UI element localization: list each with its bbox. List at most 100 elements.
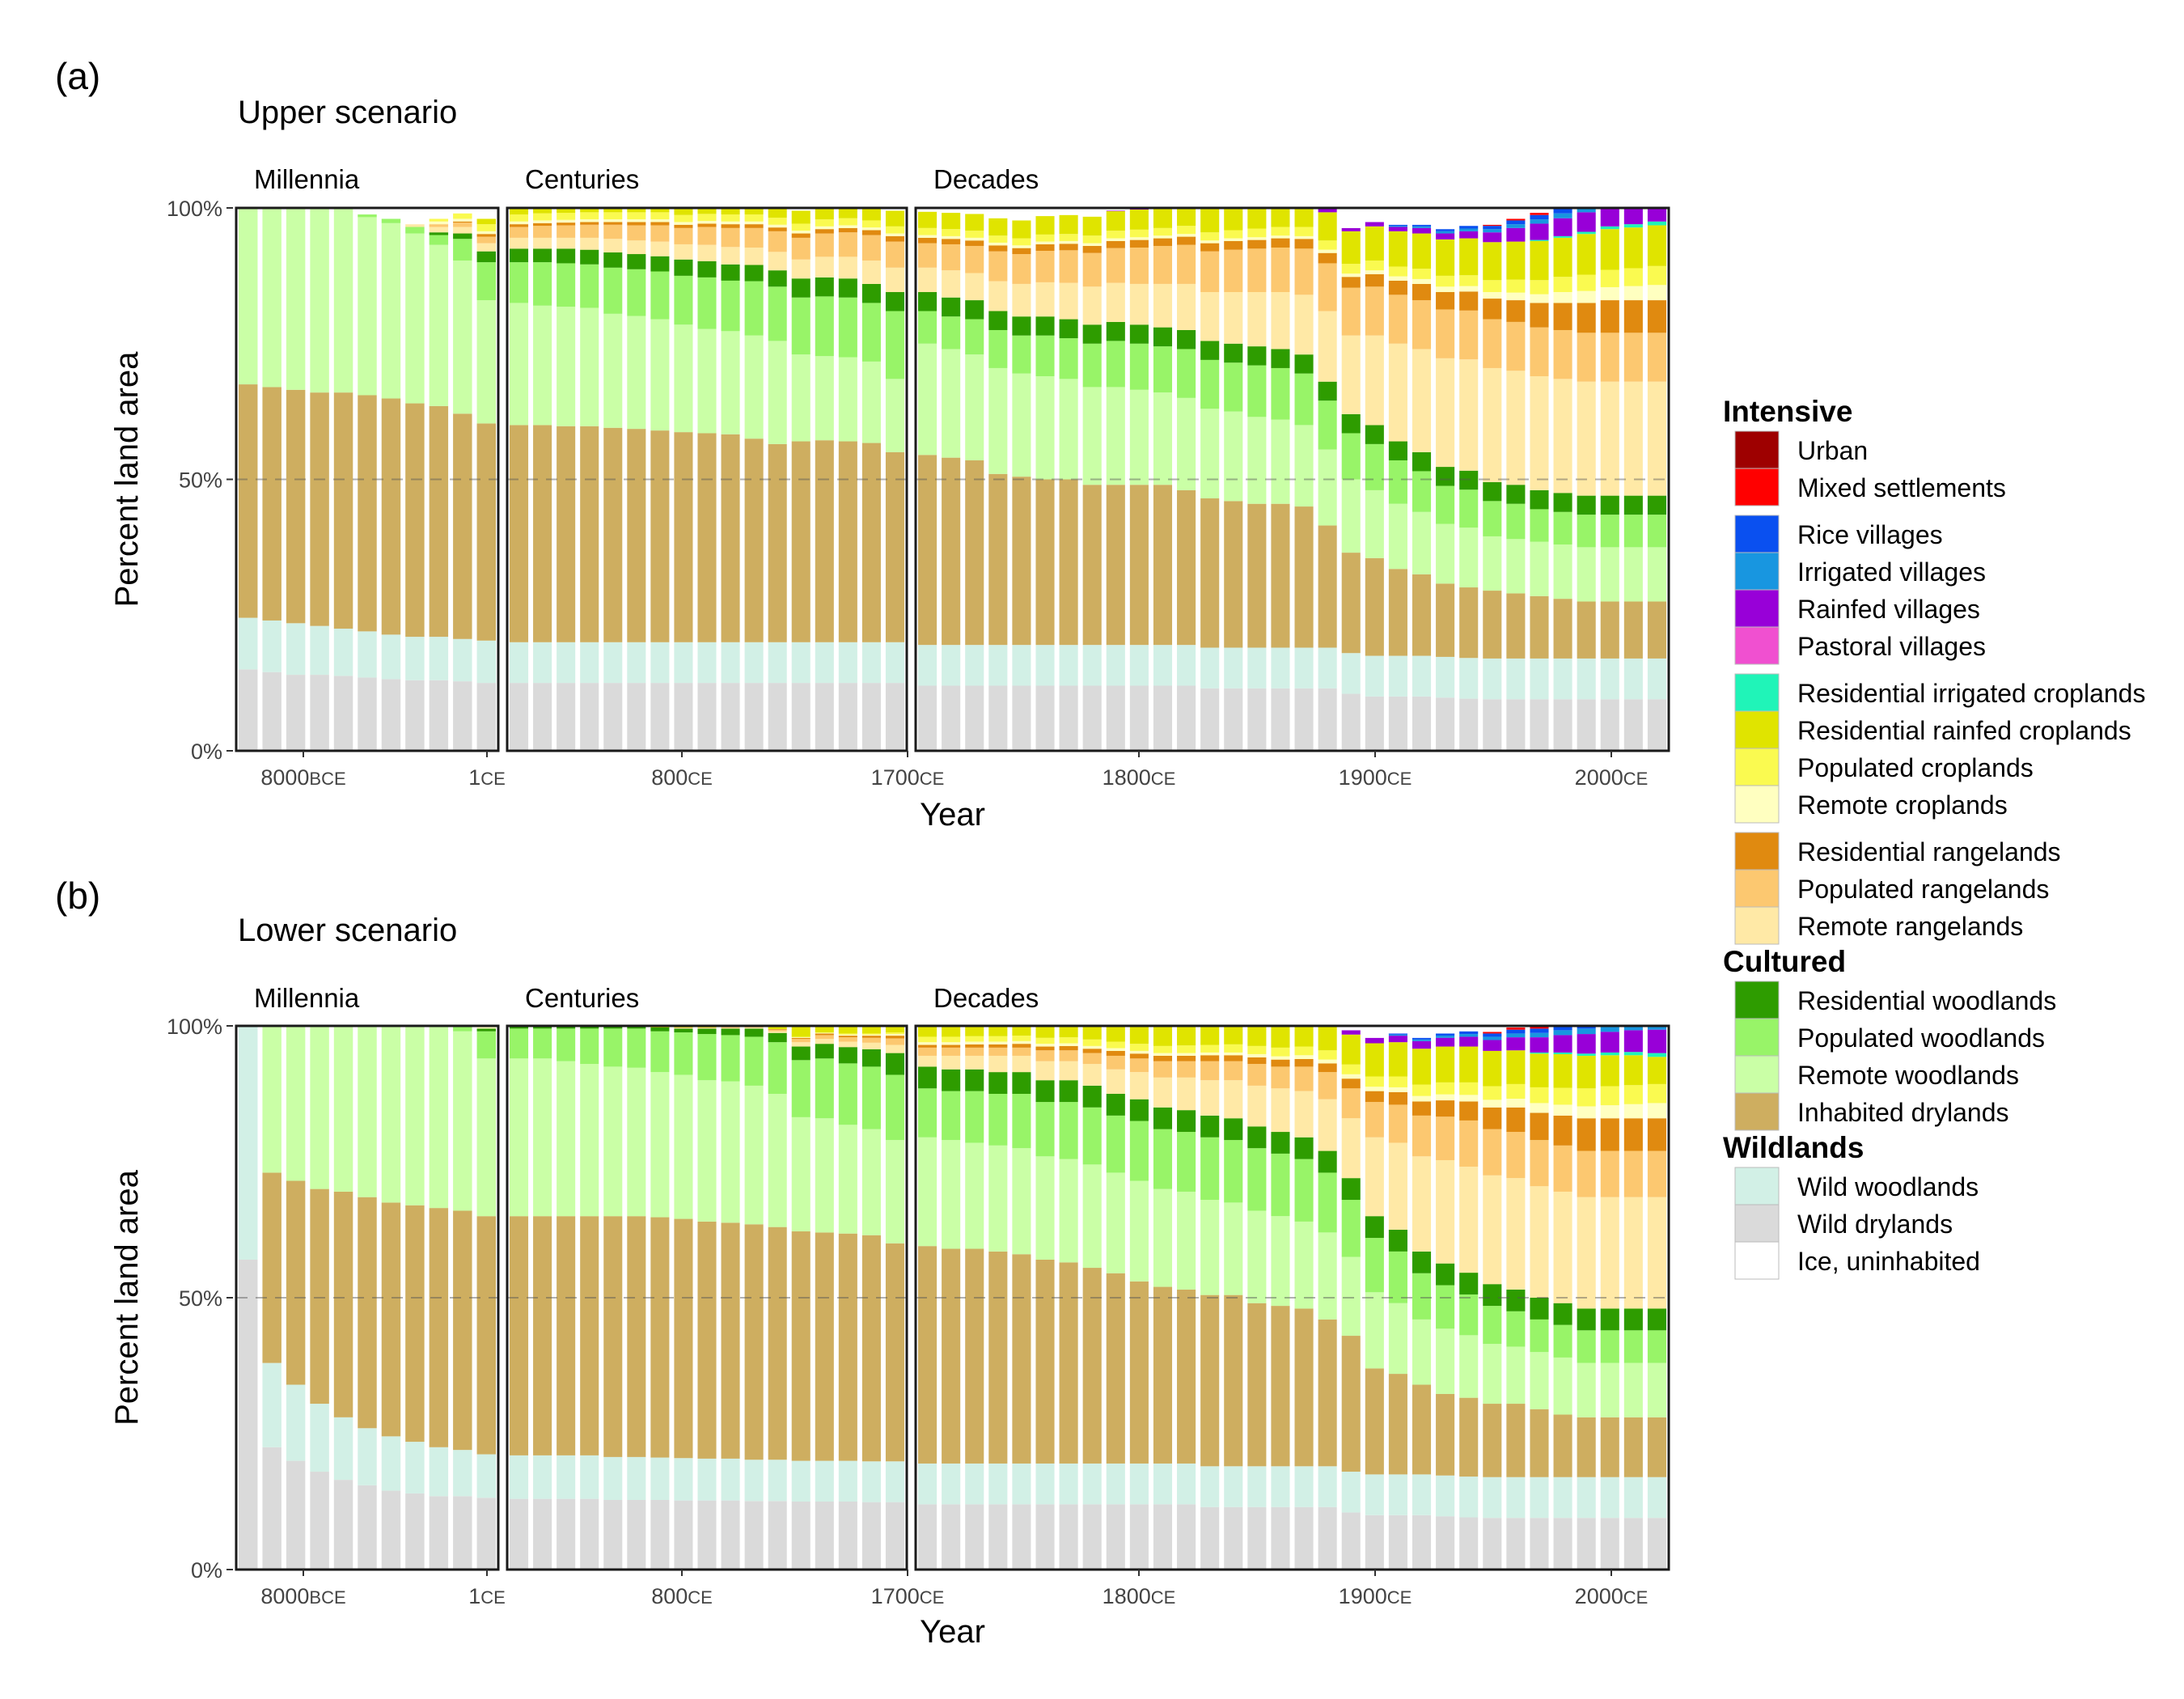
bar-segment-remwood: [1483, 1344, 1502, 1405]
bar-segment-wilddry: [1341, 1512, 1361, 1570]
bar-segment-remwood: [674, 1074, 693, 1219]
bar-segment-reswood: [580, 1026, 599, 1029]
bar-segment-popwood: [1059, 338, 1078, 379]
bar-segment-remrange: [1506, 1178, 1526, 1290]
bar-segment-wildwood: [965, 1463, 984, 1505]
bar-segment-ice: [1506, 208, 1526, 219]
bar-segment-remcrop: [1365, 270, 1384, 274]
bar-segment-remrange: [1153, 1077, 1173, 1108]
bar-segment-reswood: [1106, 1094, 1125, 1116]
bar-segment-popwood: [815, 1058, 834, 1119]
bar-segment-remwood: [1318, 1232, 1337, 1320]
bar-segment-popwood: [861, 1066, 881, 1129]
bar-segment-remcrop: [1506, 292, 1526, 301]
bar-segment-wilddry: [1035, 1504, 1055, 1570]
bar-segment-wilddry: [768, 1501, 787, 1570]
bar-segment-resrain: [697, 208, 717, 214]
bar-segment-inhdry: [1035, 479, 1055, 646]
bar-segment-remwood: [861, 361, 881, 443]
bar-segment-resrange: [721, 224, 740, 228]
bar-segment-wilddry: [918, 1504, 938, 1570]
bar-segment-remwood: [1388, 1303, 1407, 1375]
bar-segment-wildwood: [1365, 655, 1384, 697]
bar-segment-wildwood: [1553, 658, 1572, 700]
bar-segment-wildwood: [1577, 1477, 1596, 1519]
bar-segment-mixed: [1483, 224, 1502, 227]
facet-centuries: Centuries 800CE 1700CE: [506, 164, 944, 790]
bar-segment-irrvil: [1506, 1033, 1526, 1038]
bar-segment-wildwood: [1200, 1466, 1220, 1507]
bar-segment-inhdry: [580, 1216, 599, 1455]
bar-segment-remwood: [1483, 536, 1502, 591]
bar-segment-remwood: [453, 261, 472, 414]
bar-segment-resrange: [1200, 243, 1220, 252]
bar-segment-inhdry: [1365, 1368, 1384, 1475]
bar-segment-remcrop: [510, 221, 529, 225]
bar-segment-remcrop: [1247, 237, 1267, 240]
bar-segment-resrain: [1365, 1043, 1384, 1077]
bar-segment-remcrop: [838, 1034, 857, 1036]
bar-segment-inhdry: [1483, 591, 1502, 659]
bar-segment-remrange: [861, 261, 881, 284]
bar-segment-wilddry: [405, 680, 425, 751]
bar-segment-resrain: [1271, 208, 1290, 227]
bar-segment-reswood: [1318, 1150, 1337, 1173]
bar-segment-remwood: [1271, 419, 1290, 504]
bar-segment-resrange: [988, 245, 1008, 252]
legend-swatch-inhdry: [1734, 1092, 1780, 1131]
bar-segment-irrvil: [1412, 226, 1432, 228]
bar-segment-inhdry: [358, 1197, 377, 1429]
bar-segment-popcrop: [885, 226, 904, 234]
bar-segment-remcrop: [1577, 290, 1596, 303]
bar-segment-wilddry: [838, 683, 857, 751]
bar-segment-inhdry: [1436, 1393, 1455, 1476]
bar-segment-popwood: [650, 1031, 670, 1073]
bar-segment-wilddry: [1647, 1518, 1666, 1570]
bar-segment-poprange: [1106, 1055, 1125, 1070]
bar-segment-rainvil: [1623, 1030, 1643, 1053]
bar-segment-inhdry: [262, 387, 281, 621]
bar-segment-remwood: [965, 1142, 984, 1249]
bar-segment-inhdry: [721, 434, 740, 642]
bar-segment-poprange: [815, 233, 834, 257]
bar-segment-wilddry: [744, 1501, 764, 1570]
bar-segment-remwood: [697, 1080, 717, 1222]
bar-segment-remrange: [1247, 292, 1267, 347]
bar-segment-remwood: [1012, 1148, 1031, 1255]
bar-segment-reswood: [603, 1026, 623, 1029]
bar-segment-inhdry: [1412, 1384, 1432, 1475]
bar-segment-remcrop: [1388, 1087, 1407, 1092]
bar-segment-wilddry: [1483, 699, 1502, 751]
bar-segment-reswood: [1082, 1085, 1102, 1108]
bar-segment-popwood: [1106, 1115, 1125, 1173]
bar-segment-resrange: [1365, 273, 1384, 287]
bar-segment-rainvil: [1459, 1036, 1479, 1047]
bar-segment-wildwood: [405, 1442, 425, 1494]
bar-segment-mixed: [1530, 1026, 1549, 1029]
bar-segment-resrain: [861, 1026, 881, 1034]
bar-segment-resrain: [1106, 1026, 1125, 1042]
bar-segment-poprange: [1412, 300, 1432, 350]
bar-segment-resrain: [1530, 240, 1549, 281]
bar-segment-remrange: [1318, 1099, 1337, 1151]
bar-segment-poprange: [1059, 250, 1078, 283]
bar-segment-remwood: [942, 349, 961, 458]
bar-segment-poprange: [1530, 327, 1549, 377]
bar-segment-rainvil: [1365, 1037, 1384, 1044]
bar-segment-remwood: [918, 1137, 938, 1247]
bar-segment-rice: [1388, 1033, 1407, 1035]
bar-segment-remrange: [1035, 282, 1055, 317]
bar-segment-remrange: [1059, 282, 1078, 320]
bar-segment-wildwood: [1553, 1477, 1572, 1519]
bar-segment-wildwood: [603, 642, 623, 684]
bar-segment-reswood: [744, 265, 764, 282]
bar-segment-poprange: [580, 224, 599, 238]
bar-segment-popcrop: [1059, 234, 1078, 241]
bar-segment-reswood: [476, 251, 496, 263]
bar-segment-resrain: [965, 214, 984, 231]
bar-segment-wildwood: [510, 1455, 529, 1499]
bar-segment-resrange: [791, 1037, 811, 1040]
bar-segment-poprange: [1012, 1047, 1031, 1056]
bar-segment-inhdry: [885, 1243, 904, 1462]
